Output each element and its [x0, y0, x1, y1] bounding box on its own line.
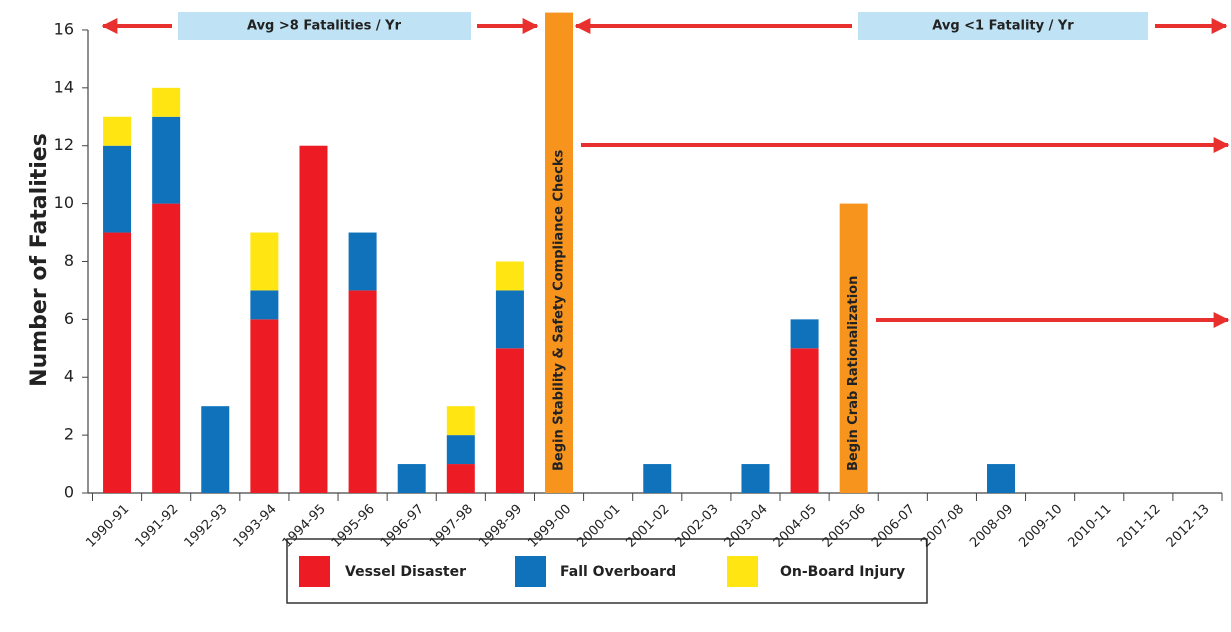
bar-segment: [446, 406, 475, 436]
bar-segment: [397, 464, 426, 493]
bar-segment: [250, 232, 279, 291]
y-tick-label: 8: [64, 251, 74, 270]
bar-segment: [495, 348, 524, 493]
bar-segment: [446, 464, 475, 493]
bar-segment: [250, 290, 279, 320]
banner-text: Avg >8 Fatalities / Yr: [247, 19, 402, 34]
bar-segment: [250, 319, 279, 493]
bar-segment: [790, 348, 819, 493]
x-tick-label: 2009-10: [1016, 502, 1065, 551]
bar-segment: [103, 145, 132, 233]
x-tick-label: 1991-92: [132, 502, 181, 551]
bar-segment: [299, 145, 328, 493]
y-tick-label: 6: [64, 309, 74, 328]
legend-box: [286, 538, 928, 604]
y-tick-label: 12: [54, 135, 74, 154]
bar-segment: [152, 203, 181, 493]
annotation-bar: [839, 203, 868, 493]
bar-segment: [495, 261, 524, 291]
bar-segment: [152, 116, 181, 204]
bar-segment: [152, 87, 181, 117]
legend: Vessel Disaster Fall Overboard On-Board In…: [286, 538, 928, 604]
banner-box: [178, 12, 471, 40]
x-tick-label: 2007-08: [918, 502, 967, 551]
y-tick-label: 14: [54, 77, 74, 96]
x-tick-label: 1990-91: [83, 502, 132, 551]
y-tick-label: 4: [64, 367, 74, 386]
y-axis-title: Number of Fatalities: [27, 133, 52, 387]
bar-segment: [741, 464, 770, 493]
bar-segment: [348, 290, 377, 493]
x-tick-label: 2012-13: [1164, 502, 1213, 551]
legend-swatch: [727, 556, 758, 587]
bar-segment: [495, 290, 524, 349]
y-tick-label: 0: [64, 483, 74, 502]
y-tick-label: 2: [64, 425, 74, 444]
banner-box: [858, 12, 1148, 40]
bar-segment: [446, 435, 475, 465]
annotation-bar: [545, 12, 574, 493]
legend-swatch: [515, 556, 546, 587]
bar-segment: [201, 406, 230, 493]
y-tick-label: 16: [54, 19, 74, 38]
legend-label: Vessel Disaster: [345, 564, 466, 580]
banner-right: Avg <1 Fatality / Yr: [574, 12, 1228, 40]
legend-label: Fall Overboard: [560, 564, 676, 580]
x-tick-label: 2010-11: [1066, 502, 1115, 551]
bar-segment: [348, 232, 377, 291]
banner-text: Avg <1 Fatality / Yr: [932, 19, 1074, 34]
x-tick-label: 1992-93: [182, 502, 231, 551]
legend-swatch: [299, 556, 330, 587]
annotation-text: Begin Crab Rationalization: [846, 276, 861, 471]
bar-segment: [103, 116, 132, 146]
x-tick-label: 1993-94: [231, 502, 280, 551]
banner-left: Avg >8 Fatalities / Yr: [101, 12, 539, 40]
x-tick-label: 2011-12: [1115, 502, 1164, 551]
legend-label: On-Board Injury: [780, 564, 905, 580]
bar-segment: [643, 464, 672, 493]
y-tick-label: 10: [54, 193, 74, 212]
x-tick-label: 2008-09: [967, 502, 1016, 551]
bar-segment: [790, 319, 819, 349]
bar-segment: [103, 232, 132, 494]
bar-segment: [987, 464, 1016, 493]
annotation-text: Begin Stability & Safety Compliance Chec…: [552, 150, 567, 471]
